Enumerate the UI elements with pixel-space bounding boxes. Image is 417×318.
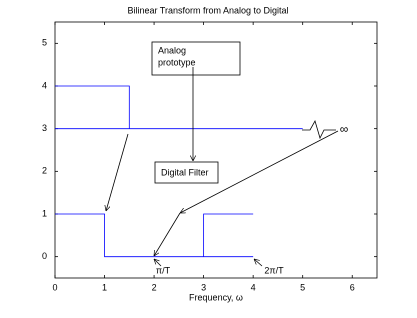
annotation-text: prototype bbox=[158, 57, 196, 67]
y-tick-label: 3 bbox=[42, 123, 47, 133]
y-tick-label: 5 bbox=[42, 38, 47, 48]
annotation-text: ∞ bbox=[340, 122, 349, 136]
x-tick-label: 6 bbox=[350, 282, 355, 292]
annotation-text: Analog bbox=[158, 45, 186, 55]
annotation-text: 2π/T bbox=[264, 265, 284, 275]
line-series bbox=[55, 213, 254, 258]
x-tick-label: 2 bbox=[152, 282, 157, 292]
x-tick-label: 3 bbox=[201, 282, 206, 292]
line-series bbox=[55, 85, 130, 129]
chart-title: Bilinear Transform from Analog to Digita… bbox=[127, 5, 288, 15]
annotations: Analog prototype Digital Filter π/T 2π/T… bbox=[106, 41, 349, 275]
y-tick-label: 4 bbox=[42, 80, 47, 90]
arrow bbox=[180, 130, 339, 214]
x-tick-label: 1 bbox=[102, 282, 107, 292]
annotation-box bbox=[154, 161, 219, 184]
arrow bbox=[154, 212, 181, 256]
x-tick-label: 5 bbox=[300, 282, 305, 292]
line-series bbox=[203, 213, 254, 257]
x-tick-label: 0 bbox=[52, 282, 57, 292]
y-tick-label: 0 bbox=[42, 251, 47, 261]
x-axis-label: Frequency, ω bbox=[189, 292, 243, 302]
break-symbol bbox=[302, 119, 336, 140]
y-tick-label: 2 bbox=[42, 166, 47, 176]
arrow bbox=[254, 259, 263, 267]
x-tick-label: 4 bbox=[251, 282, 256, 292]
annotation-box bbox=[151, 41, 241, 76]
arrow bbox=[106, 133, 129, 211]
annotation-text: Digital Filter bbox=[161, 167, 209, 177]
annotation-text: π/T bbox=[156, 265, 171, 275]
arrow bbox=[154, 259, 162, 267]
y-tick-label: 1 bbox=[42, 208, 47, 218]
